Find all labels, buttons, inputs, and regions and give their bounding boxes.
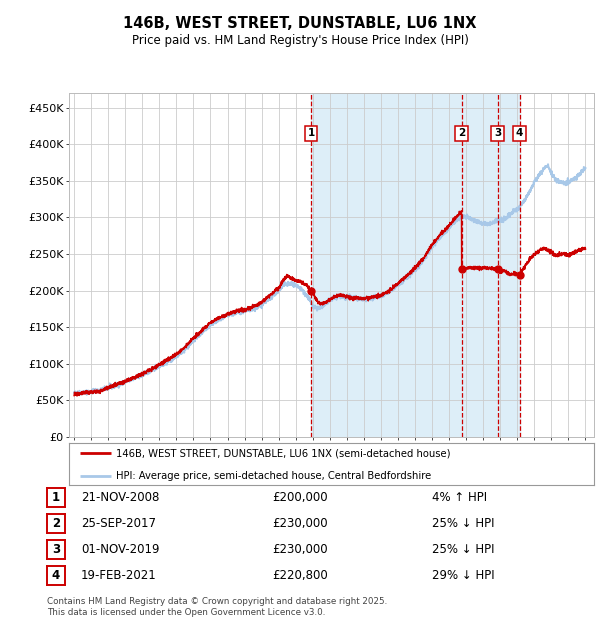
Text: 4% ↑ HPI: 4% ↑ HPI bbox=[432, 491, 487, 503]
Text: £220,800: £220,800 bbox=[272, 569, 328, 582]
Text: 2: 2 bbox=[458, 128, 465, 138]
Text: HPI: Average price, semi-detached house, Central Bedfordshire: HPI: Average price, semi-detached house,… bbox=[116, 471, 431, 480]
Text: 146B, WEST STREET, DUNSTABLE, LU6 1NX: 146B, WEST STREET, DUNSTABLE, LU6 1NX bbox=[123, 16, 477, 30]
Text: 19-FEB-2021: 19-FEB-2021 bbox=[81, 569, 157, 582]
Text: 4: 4 bbox=[52, 569, 60, 582]
Text: 25% ↓ HPI: 25% ↓ HPI bbox=[432, 517, 494, 529]
Text: £200,000: £200,000 bbox=[272, 491, 328, 503]
Text: 1: 1 bbox=[307, 128, 314, 138]
Text: 29% ↓ HPI: 29% ↓ HPI bbox=[432, 569, 494, 582]
Text: 1: 1 bbox=[52, 491, 60, 503]
Text: 3: 3 bbox=[494, 128, 501, 138]
Text: 25% ↓ HPI: 25% ↓ HPI bbox=[432, 543, 494, 556]
Text: 4: 4 bbox=[516, 128, 523, 138]
Bar bbox=[311, 93, 520, 437]
Text: £230,000: £230,000 bbox=[272, 517, 328, 529]
Text: 25-SEP-2017: 25-SEP-2017 bbox=[81, 517, 156, 529]
Text: 21-NOV-2008: 21-NOV-2008 bbox=[81, 491, 160, 503]
Text: 2: 2 bbox=[52, 517, 60, 529]
Text: Price paid vs. HM Land Registry's House Price Index (HPI): Price paid vs. HM Land Registry's House … bbox=[131, 34, 469, 47]
Text: £230,000: £230,000 bbox=[272, 543, 328, 556]
Text: Contains HM Land Registry data © Crown copyright and database right 2025.
This d: Contains HM Land Registry data © Crown c… bbox=[47, 598, 387, 617]
Text: 3: 3 bbox=[52, 543, 60, 556]
Text: 01-NOV-2019: 01-NOV-2019 bbox=[81, 543, 160, 556]
Text: 146B, WEST STREET, DUNSTABLE, LU6 1NX (semi-detached house): 146B, WEST STREET, DUNSTABLE, LU6 1NX (s… bbox=[116, 448, 451, 458]
